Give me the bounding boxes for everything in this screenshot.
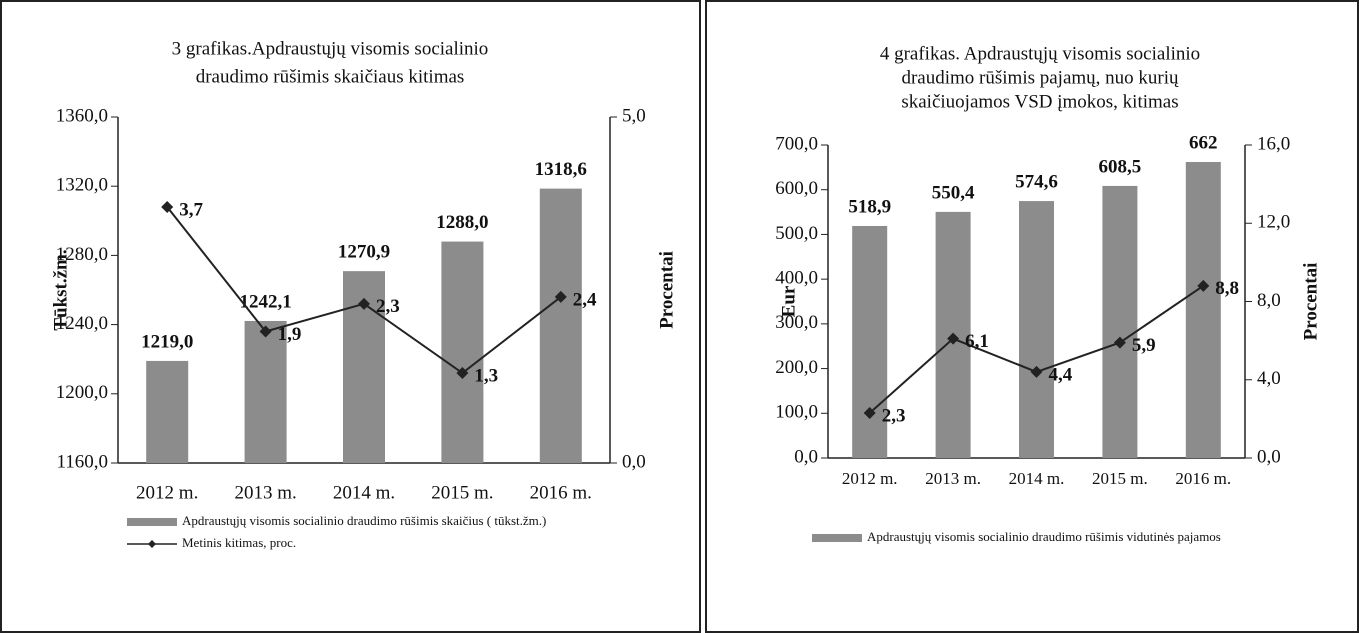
line-value-label: 1,3 [474,365,498,386]
line-value-label: 4,4 [1049,364,1073,385]
x-tick-label: 2016 m. [1175,469,1231,488]
x-tick-label: 2012 m. [136,482,198,503]
y-tick-label: 1320,0 [56,175,108,196]
y2-tick-label: 5,0 [622,105,646,126]
legend-label: Metinis kitimas, proc. [182,535,296,550]
y-tick-label: 1160,0 [56,451,108,472]
y-tick-label: 100,0 [775,402,818,423]
chart-title: 3 grafikas.Apdraustųjų visomis socialini… [172,38,489,59]
line-marker [863,407,876,420]
line-marker [259,325,272,338]
line-marker [1113,336,1126,349]
line-marker [554,290,567,303]
bar [1185,161,1221,458]
chart-title: draudimo rūšimis pajamų, nuo kurių [901,67,1179,88]
x-tick-label: 2013 m. [234,482,296,503]
bar [441,241,484,463]
chart-title: skaičiuojamos VSD įmokos, kitimas [901,91,1178,112]
bar-value-label: 518,9 [848,196,891,217]
y2-tick-label: 12,0 [1257,212,1290,233]
line-value-label: 5,9 [1132,335,1156,356]
legend-marker [148,540,156,548]
y-tick-label: 700,0 [775,133,818,154]
line-value-label: 2,3 [376,296,400,317]
line-marker [947,332,960,345]
y2-axis-label: Procentai [1300,263,1321,341]
panel-border [0,0,701,633]
y-tick-label: 400,0 [775,268,818,289]
y-axis-label: Eur [778,285,799,317]
x-tick-label: 2013 m. [925,469,981,488]
y2-axis-label: Procentai [656,251,677,329]
bar-value-label: 1242,1 [239,291,291,312]
y-tick-label: 1360,0 [56,105,108,126]
y-tick-label: 1280,0 [56,244,108,265]
y-tick-label: 300,0 [775,312,818,333]
y2-tick-label: 0,0 [1257,446,1281,467]
bar-value-label: 662 [1189,132,1218,153]
line-value-label: 2,4 [573,289,597,310]
legend-swatch [812,534,862,542]
x-tick-label: 2014 m. [1009,469,1065,488]
y2-tick-label: 4,0 [1257,368,1281,389]
y-tick-label: 0,0 [794,446,818,467]
y-tick-label: 1200,0 [56,382,108,403]
bar [244,320,287,463]
y-tick-label: 600,0 [775,178,818,199]
line-value-label: 1,9 [278,324,302,345]
bar-value-label: 574,6 [1015,171,1058,192]
panel-border [705,0,1359,633]
x-tick-label: 2015 m. [1092,469,1148,488]
x-tick-label: 2016 m. [530,482,592,503]
chart-title: draudimo rūšimis skaičiaus kitimas [196,66,465,87]
bar [539,188,582,463]
bar [146,360,189,463]
y2-tick-label: 0,0 [622,451,646,472]
x-tick-label: 2015 m. [431,482,493,503]
bar [1102,185,1138,458]
y2-tick-label: 16,0 [1257,133,1290,154]
legend-swatch [127,518,177,526]
line-value-label: 8,8 [1215,278,1239,299]
bar [852,225,888,458]
bar-value-label: 1219,0 [141,331,193,352]
x-tick-label: 2014 m. [333,482,395,503]
x-tick-label: 2012 m. [842,469,898,488]
line-value-label: 3,7 [179,199,203,220]
bar [1019,201,1054,458]
bar-value-label: 1318,6 [535,159,587,180]
chart-title: 4 grafikas. Apdraustųjų visomis socialin… [880,43,1200,64]
y-tick-label: 1240,0 [56,313,108,334]
bar-value-label: 1270,9 [338,242,390,263]
bar-value-label: 608,5 [1099,156,1142,177]
bar-value-label: 1288,0 [436,212,488,233]
line-marker [1030,365,1043,378]
y-tick-label: 200,0 [775,357,818,378]
legend-label: Apdraustųjų visomis socialinio draudimo … [182,513,546,528]
line-marker [161,200,174,213]
legend-label: Apdraustųjų visomis socialinio draudimo … [867,529,1221,544]
bar-value-label: 550,4 [932,182,975,203]
line-marker [1197,279,1210,292]
line-value-label: 6,1 [965,331,989,352]
line-marker [358,297,370,310]
line-marker [456,367,469,380]
y-axis-label: Tūkst.žm. [50,249,71,330]
y2-tick-label: 8,0 [1257,290,1281,311]
line-value-label: 2,3 [882,405,906,426]
y-tick-label: 500,0 [775,223,818,244]
